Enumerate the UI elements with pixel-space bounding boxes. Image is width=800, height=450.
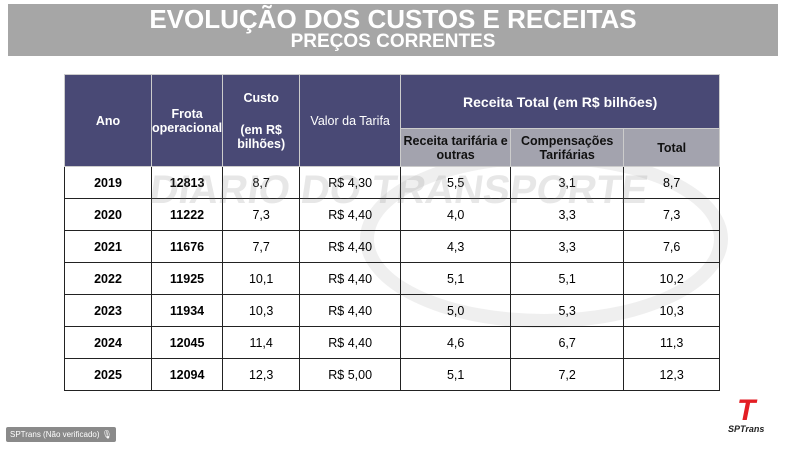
table-row: 2023 11934 10,3 R$ 4,40 5,0 5,3 10,3: [64, 294, 721, 327]
cell-total: 7,3: [623, 198, 721, 231]
cell-comp: 3,1: [510, 166, 625, 199]
sptrans-logo: T SPTrans: [728, 394, 765, 435]
cell-custo: 7,3: [222, 198, 301, 231]
table-row: 2021 11676 7,7 R$ 4,40 4,3 3,3 7,6: [64, 230, 721, 263]
cell-frota: 12045: [150, 326, 224, 359]
header-tarifa: Valor da Tarifa: [299, 74, 402, 167]
cell-ano: 2024: [64, 326, 152, 359]
slide-subtitle: PREÇOS CORRENTES: [290, 31, 496, 52]
cell-tarifa: R$ 4,40: [299, 230, 402, 263]
custo-label: Custo: [243, 90, 279, 105]
cell-ano: 2022: [64, 262, 152, 295]
cell-tarifa: R$ 4,40: [299, 262, 402, 295]
cell-receita: 4,0: [400, 198, 512, 231]
cell-custo: 11,4: [222, 326, 301, 359]
header-frota: Frota operacional: [150, 74, 224, 167]
cell-custo: 8,7: [222, 166, 301, 199]
custo-unit: (em R$ bilhões): [237, 122, 286, 151]
table-row: 2019 12813 8,7 R$ 4,30 5,5 3,1 8,7: [64, 166, 721, 199]
cell-ano: 2020: [64, 198, 152, 231]
cell-frota: 11934: [150, 294, 224, 327]
cell-custo: 7,7: [222, 230, 301, 263]
cell-frota: 11676: [150, 230, 224, 263]
slide-title: EVOLUÇÃO DOS CUSTOS E RECEITAS: [149, 4, 637, 34]
cell-receita: 4,3: [400, 230, 512, 263]
cell-tarifa: R$ 4,40: [299, 326, 402, 359]
cell-frota: 11925: [150, 262, 224, 295]
microphone-icon: 🎙: [101, 430, 112, 439]
cell-total: 11,3: [623, 326, 721, 359]
cell-receita: 4,6: [400, 326, 512, 359]
header-custo: Custo (em R$ bilhões): [222, 74, 301, 167]
cell-ano: 2019: [64, 166, 152, 199]
cell-custo: 10,3: [222, 294, 301, 327]
sptrans-logo-text: SPTrans: [728, 424, 765, 434]
cell-comp: 3,3: [510, 230, 625, 263]
cell-ano: 2025: [64, 358, 152, 391]
cell-total: 7,6: [623, 230, 721, 263]
cell-comp: 5,1: [510, 262, 625, 295]
speaker-name: SPTrans (Não verificado): [10, 430, 100, 439]
cell-comp: 3,3: [510, 198, 625, 231]
header-receita-tarifaria: Receita tarifária e outras: [400, 128, 512, 167]
cell-frota: 12813: [150, 166, 224, 199]
cost-revenue-table: Ano Frota operacional Custo (em R$ bilhõe…: [64, 74, 721, 391]
cell-receita: 5,0: [400, 294, 512, 327]
cell-tarifa: R$ 4,40: [299, 198, 402, 231]
title-band: EVOLUÇÃO DOS CUSTOS E RECEITAS PREÇOS CO…: [8, 4, 778, 56]
cell-custo: 10,1: [222, 262, 301, 295]
cell-tarifa: R$ 4,30: [299, 166, 402, 199]
header-total: Total: [623, 128, 721, 167]
cell-tarifa: R$ 4,40: [299, 294, 402, 327]
cell-tarifa: R$ 5,00: [299, 358, 402, 391]
table-row: 2022 11925 10,1 R$ 4,40 5,1 5,1 10,2: [64, 262, 721, 295]
sptrans-logo-mark-icon: T: [737, 394, 756, 427]
cell-comp: 7,2: [510, 358, 625, 391]
cell-frota: 11222: [150, 198, 224, 231]
cell-comp: 6,7: [510, 326, 625, 359]
cell-receita: 5,5: [400, 166, 512, 199]
header-receita-total: Receita Total (em R$ bilhões): [400, 74, 721, 129]
cell-receita: 5,1: [400, 262, 512, 295]
cell-total: 12,3: [623, 358, 721, 391]
cell-total: 8,7: [623, 166, 721, 199]
cell-ano: 2023: [64, 294, 152, 327]
cell-total: 10,3: [623, 294, 721, 327]
cell-receita: 5,1: [400, 358, 512, 391]
header-compensacoes: Compensações Tarifárias: [510, 128, 625, 167]
cell-custo: 12,3: [222, 358, 301, 391]
table-row: 2020 11222 7,3 R$ 4,40 4,0 3,3 7,3: [64, 198, 721, 231]
table-row: 2024 12045 11,4 R$ 4,40 4,6 6,7 11,3: [64, 326, 721, 359]
cell-ano: 2021: [64, 230, 152, 263]
table-row: 2025 12094 12,3 R$ 5,00 5,1 7,2 12,3: [64, 358, 721, 391]
cell-total: 10,2: [623, 262, 721, 295]
cell-comp: 5,3: [510, 294, 625, 327]
cell-frota: 12094: [150, 358, 224, 391]
speaker-badge: SPTrans (Não verificado) 🎙: [6, 427, 116, 442]
header-ano: Ano: [64, 74, 152, 167]
